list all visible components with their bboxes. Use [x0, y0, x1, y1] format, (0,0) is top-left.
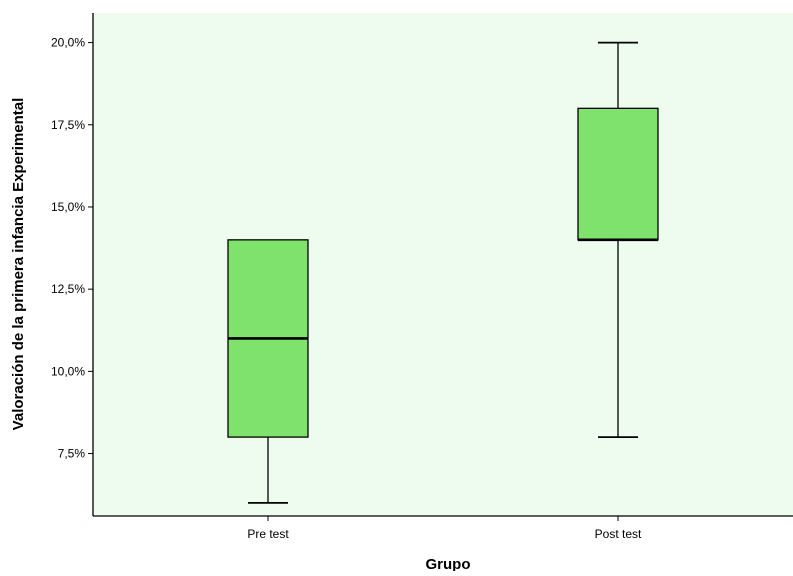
y-tick-label: 12,5% [51, 282, 85, 296]
x-axis-label: Grupo [426, 556, 471, 571]
y-tick-label: 7,5% [58, 447, 86, 461]
plot-area [93, 13, 793, 516]
box-series [227, 41, 659, 504]
x-tick-label: Post test [595, 527, 642, 541]
y-tick-label: 15,0% [51, 200, 85, 214]
y-tick-label: 10,0% [51, 364, 85, 378]
y-tick-label: 20,0% [51, 36, 85, 50]
box-post-test [577, 107, 659, 241]
x-axis-ticks: Pre test Post test [247, 516, 642, 541]
y-axis-label: Valoración de la primera infancia Experi… [10, 98, 27, 431]
x-tick-label: Pre test [247, 527, 289, 541]
y-tick-label: 17,5% [51, 118, 85, 132]
y-axis-ticks: 7,5% 10,0% 12,5% 15,0% 17,5% 20,0% [51, 36, 93, 461]
